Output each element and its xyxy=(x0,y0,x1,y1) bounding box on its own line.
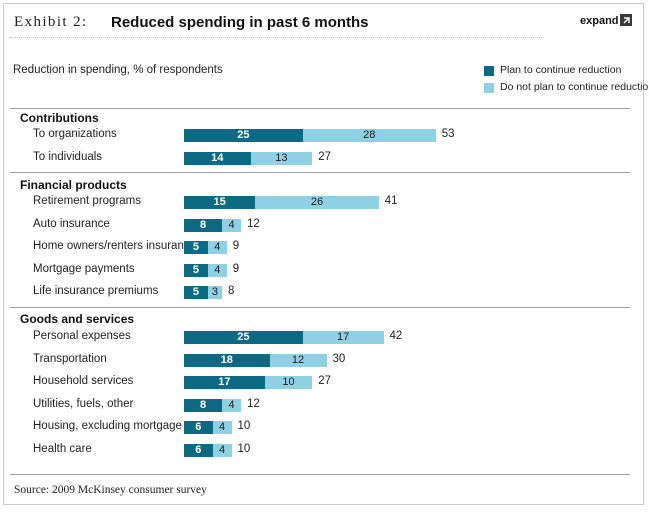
bar-segment-plan: 18 xyxy=(184,353,270,367)
row-label: Health care xyxy=(33,442,92,455)
row-label: Auto insurance xyxy=(33,217,110,230)
bar-segment-noplan: 3 xyxy=(207,286,222,299)
bar-total: 27 xyxy=(318,375,332,387)
row-label: Home owners/renters insurance xyxy=(33,240,196,252)
bar-segment-plan: 5 xyxy=(184,241,208,254)
bar-segment-plan: 5 xyxy=(184,263,208,277)
bar-total: 12 xyxy=(247,217,260,230)
bar-total: 10 xyxy=(237,442,251,455)
exhibit-number: Exhibit 2: xyxy=(14,14,88,30)
bar-segment-noplan: 4 xyxy=(222,218,241,232)
bar-segment-plan: 5 xyxy=(184,286,208,299)
bar-segment-noplan: 13 xyxy=(250,151,313,165)
bar-segment-noplan: 4 xyxy=(207,263,227,277)
bar-total: 8 xyxy=(228,285,235,297)
bar-segment-noplan: 28 xyxy=(302,129,436,142)
bar-segment-plan: 17 xyxy=(184,376,265,389)
bar-segment-plan: 6 xyxy=(184,421,213,434)
bar-total: 30 xyxy=(332,352,346,365)
bar-segment-noplan: 17 xyxy=(302,331,384,344)
bar-segment-plan: 25 xyxy=(184,129,303,142)
bar-segment-noplan: 26 xyxy=(255,196,379,209)
group-divider xyxy=(10,108,630,109)
bar-total: 9 xyxy=(232,240,240,252)
row-label: Retirement programs xyxy=(33,195,142,207)
expand-link[interactable]: expand xyxy=(580,15,619,27)
expand-icon[interactable] xyxy=(620,14,632,26)
bar-total: 12 xyxy=(247,397,260,410)
row-label: Life insurance premiums xyxy=(33,285,159,297)
bar-total: 42 xyxy=(389,330,403,342)
group-divider xyxy=(10,307,630,308)
title-divider xyxy=(10,37,544,38)
row-label: Mortgage payments xyxy=(33,262,135,275)
bar-total: 41 xyxy=(384,195,398,207)
bar-total: 53 xyxy=(441,128,455,140)
source-note: Source: 2009 McKinsey consumer survey xyxy=(14,484,207,496)
legend-swatch-noplan xyxy=(484,83,494,93)
row-label: Transportation xyxy=(33,352,107,365)
bar-segment-plan: 14 xyxy=(184,151,251,165)
row-label: To organizations xyxy=(33,128,117,140)
chart-subtitle: Reduction in spending, % of respondents xyxy=(13,64,223,76)
row-label: Household services xyxy=(33,375,134,387)
bar-segment-plan: 15 xyxy=(184,196,256,209)
row-label: Utilities, fuels, other xyxy=(33,397,134,410)
chart-title: Reduced spending in past 6 months xyxy=(111,14,369,31)
expand-arrow-icon xyxy=(623,17,630,24)
row-label: Housing, excluding mortgage xyxy=(33,420,182,432)
bar-segment-noplan: 12 xyxy=(269,353,327,367)
bar-segment-noplan: 4 xyxy=(222,398,241,412)
group-divider xyxy=(10,172,630,173)
bar-segment-noplan: 4 xyxy=(212,421,232,434)
group-title: Goods and services xyxy=(20,312,135,326)
group-title: Financial products xyxy=(20,178,127,192)
bar-segment-plan: 8 xyxy=(184,398,222,412)
legend-label-plan: Plan to continue reduction xyxy=(500,64,622,76)
footer-divider xyxy=(10,474,630,475)
bar-segment-noplan: 10 xyxy=(264,376,313,389)
group-title: Contributions xyxy=(20,111,99,125)
bar-total: 10 xyxy=(237,420,251,432)
bar-total: 9 xyxy=(232,262,240,275)
bar-segment-plan: 8 xyxy=(184,218,222,232)
bar-segment-noplan: 4 xyxy=(207,241,227,254)
bar-total: 27 xyxy=(318,150,332,163)
bar-segment-plan: 6 xyxy=(184,443,213,457)
exhibit-frame xyxy=(3,3,644,505)
legend-swatch-plan xyxy=(484,66,494,76)
row-label: Personal expenses xyxy=(33,330,131,342)
row-label: To individuals xyxy=(33,150,103,163)
bar-segment-noplan: 4 xyxy=(212,443,232,457)
legend-label-noplan: Do not plan to continue reduction xyxy=(500,81,649,93)
bar-segment-plan: 25 xyxy=(184,331,303,344)
